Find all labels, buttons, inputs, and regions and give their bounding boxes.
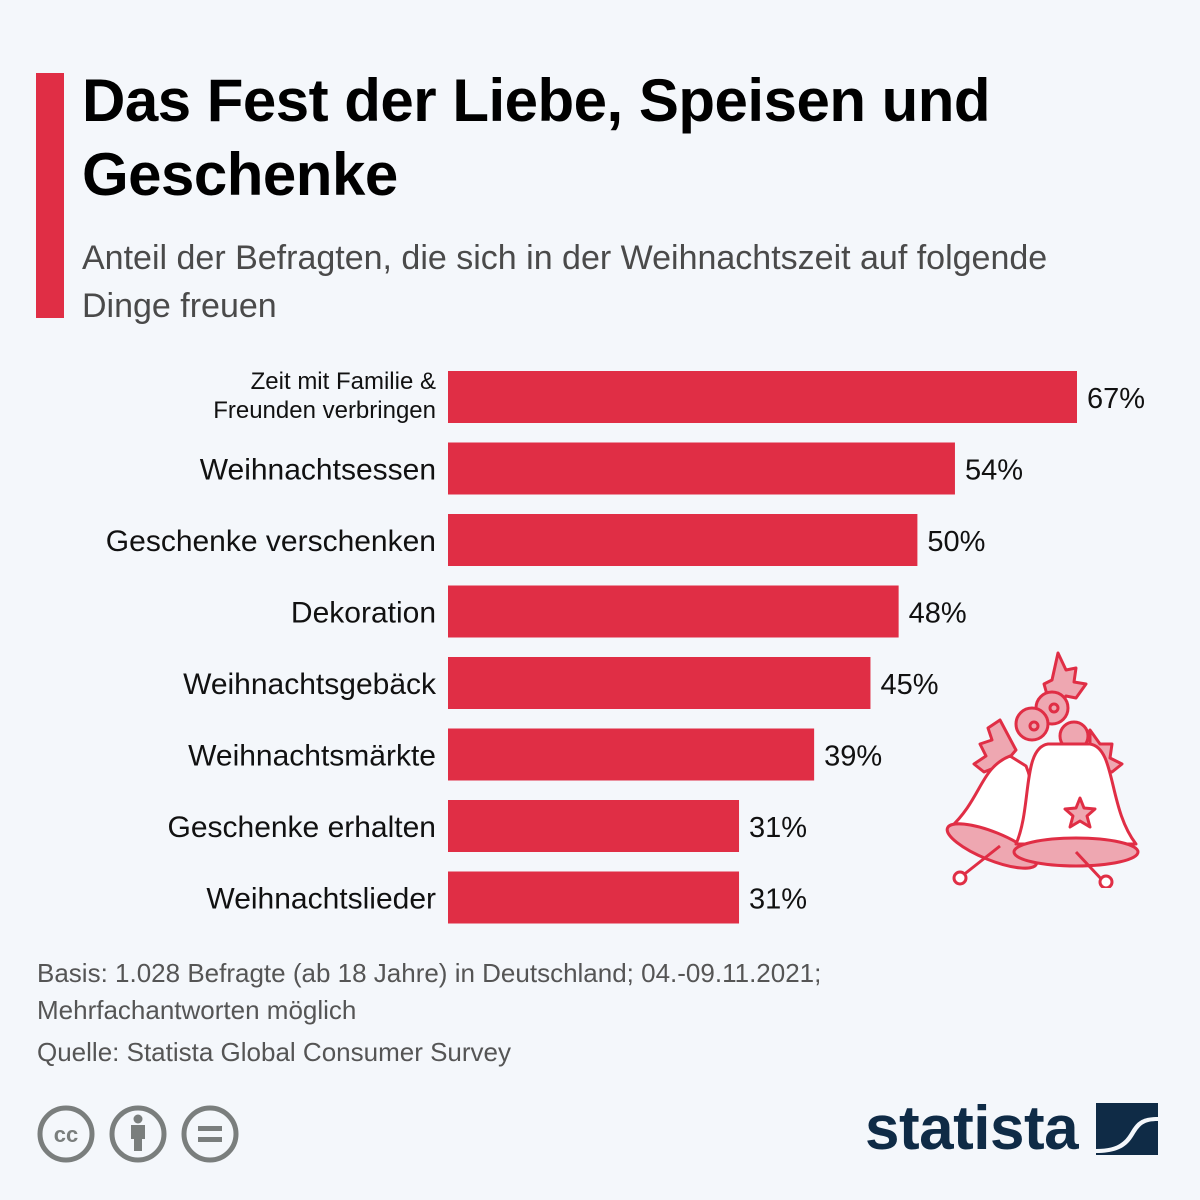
category-label-8: Weihnachtslieder	[206, 883, 436, 916]
value-label-4: 48%	[909, 598, 967, 630]
chart-notes: Basis: 1.028 Befragte (ab 18 Jahre) in D…	[37, 955, 1037, 1071]
category-label-6: Weihnachtsmärkte	[188, 740, 436, 773]
license-icons: cc	[36, 1104, 240, 1164]
basis-note-cont: Mehrfachantworten möglich	[37, 995, 357, 1025]
christmas-bells-icon	[945, 651, 1140, 888]
bar-3	[448, 514, 918, 566]
category-label-3: Geschenke verschenken	[106, 525, 436, 558]
statista-logo[interactable]: statista	[865, 1094, 1159, 1163]
chart-title: Das Fest der Liebe, Speisen und Geschenk…	[82, 67, 991, 208]
bar-7	[448, 800, 740, 852]
source-note: Quelle: Statista Global Consumer Survey	[37, 1037, 511, 1067]
bar-chart: Zeit mit Familie & Freunden verbringen 67%…	[106, 368, 1145, 924]
attribution-icon[interactable]	[108, 1104, 168, 1164]
bar-8	[448, 871, 740, 924]
bar-5	[448, 657, 871, 709]
title-accent-bar	[36, 73, 64, 318]
value-label-1: 67%	[1087, 383, 1145, 415]
value-label-5: 45%	[880, 669, 938, 701]
svg-text:cc: cc	[54, 1122, 78, 1147]
category-label-4: Dekoration	[291, 597, 436, 630]
bar-6	[448, 728, 815, 781]
basis-note: Basis: 1.028 Befragte (ab 18 Jahre) in D…	[37, 958, 822, 988]
category-label-1: Zeit mit Familie & Freunden verbringen	[213, 368, 436, 424]
chart-subtitle: Anteil der Befragten, die sich in der We…	[82, 239, 1048, 325]
no-derivatives-icon[interactable]	[180, 1104, 240, 1164]
cc-icon[interactable]: cc	[36, 1104, 96, 1164]
value-label-3: 50%	[927, 526, 985, 558]
value-label-8: 31%	[749, 884, 807, 916]
bar-4	[448, 585, 899, 638]
value-label-7: 31%	[749, 812, 807, 844]
category-label-5: Weihnachtsgebäck	[183, 668, 437, 701]
category-label-2: Weihnachtsessen	[200, 454, 436, 487]
logo-text: statista	[865, 1094, 1079, 1163]
value-label-6: 39%	[824, 741, 882, 773]
statista-mark-icon	[1096, 1103, 1159, 1155]
bar-1	[448, 371, 1077, 423]
category-label-7: Geschenke erhalten	[167, 811, 436, 844]
bar-2	[448, 442, 955, 495]
value-label-2: 54%	[965, 455, 1023, 487]
